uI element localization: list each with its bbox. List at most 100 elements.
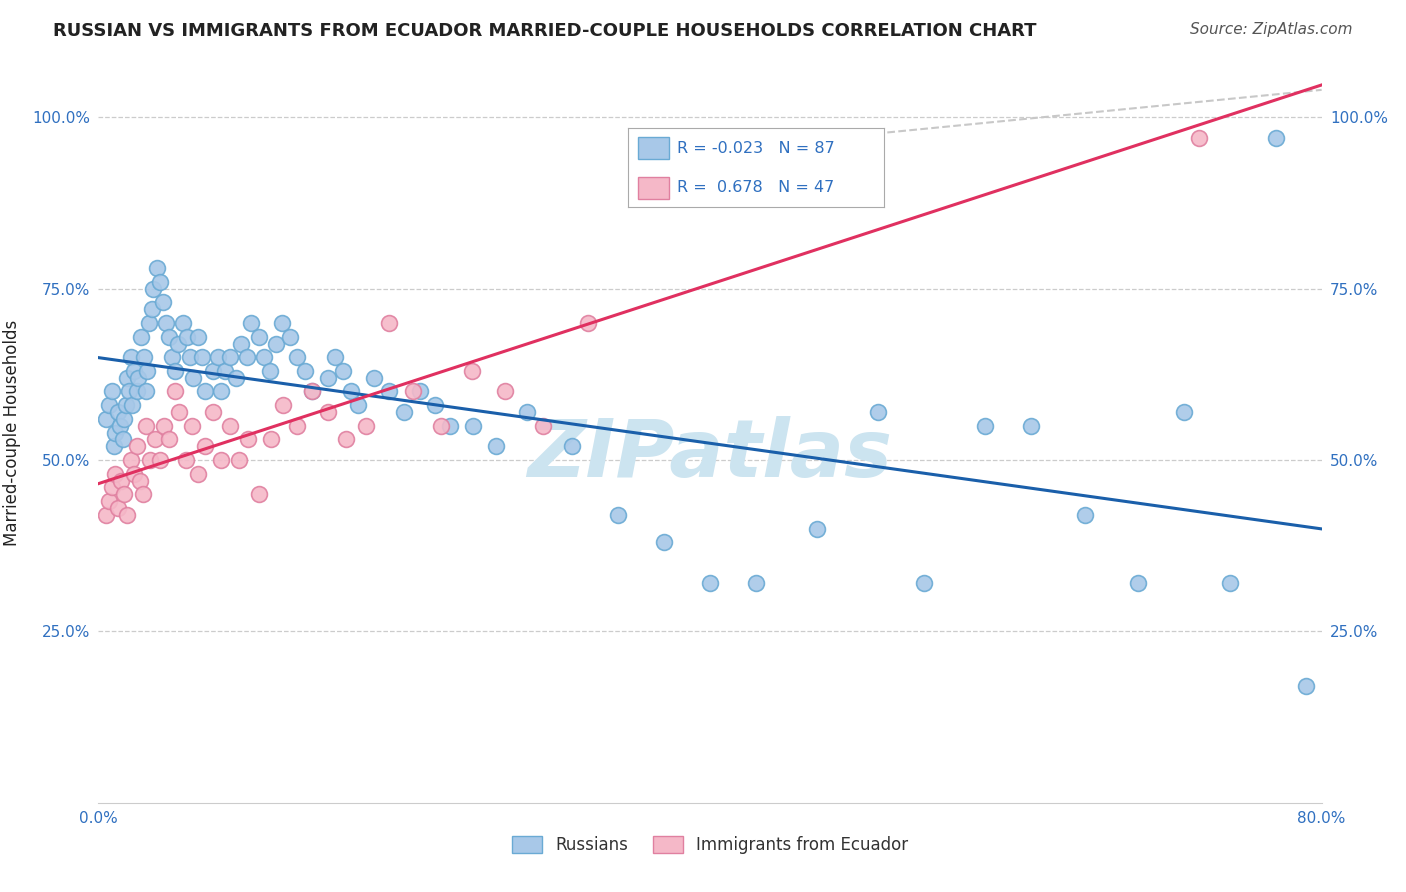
Point xyxy=(1188,131,1211,145)
Point xyxy=(1295,679,1317,693)
Point xyxy=(316,371,339,385)
Point xyxy=(576,316,599,330)
Point xyxy=(219,418,242,433)
Point xyxy=(160,350,183,364)
Point xyxy=(238,433,260,447)
Point xyxy=(104,425,127,440)
Point xyxy=(107,501,129,516)
Point xyxy=(378,384,401,399)
Point xyxy=(125,384,148,399)
Point xyxy=(94,508,117,522)
Point xyxy=(294,364,316,378)
Point xyxy=(637,145,661,159)
Point xyxy=(460,364,482,378)
Point xyxy=(285,418,308,433)
Point xyxy=(1173,405,1195,419)
Text: ZIPatlas: ZIPatlas xyxy=(527,416,893,494)
Point xyxy=(149,275,172,289)
Point xyxy=(1019,418,1042,433)
Point xyxy=(225,371,247,385)
Point xyxy=(461,418,484,433)
Point xyxy=(209,453,232,467)
Point xyxy=(117,508,139,522)
Point xyxy=(259,364,281,378)
Y-axis label: Married-couple Households: Married-couple Households xyxy=(3,319,21,546)
Point xyxy=(181,371,204,385)
Point xyxy=(110,474,132,488)
Point xyxy=(112,487,135,501)
Point xyxy=(485,439,508,453)
Point xyxy=(363,371,385,385)
Point xyxy=(152,295,174,310)
Point xyxy=(138,316,160,330)
Point xyxy=(136,364,159,378)
Point xyxy=(191,350,214,364)
Point xyxy=(122,364,145,378)
Point xyxy=(143,433,166,447)
Point xyxy=(135,418,157,433)
Point xyxy=(120,350,142,364)
Point xyxy=(325,350,347,364)
Point xyxy=(104,467,127,481)
Point xyxy=(134,350,156,364)
Point xyxy=(806,522,828,536)
Point xyxy=(122,467,145,481)
Point xyxy=(187,329,209,343)
Point xyxy=(912,576,935,591)
Point xyxy=(270,316,292,330)
Text: RUSSIAN VS IMMIGRANTS FROM ECUADOR MARRIED-COUPLE HOUSEHOLDS CORRELATION CHART: RUSSIAN VS IMMIGRANTS FROM ECUADOR MARRI… xyxy=(53,22,1038,40)
Point xyxy=(235,350,257,364)
Point xyxy=(607,508,630,522)
Point xyxy=(1128,576,1150,591)
Point xyxy=(260,433,283,447)
Point xyxy=(1073,508,1095,522)
Point xyxy=(153,418,176,433)
Point xyxy=(120,453,142,467)
Point xyxy=(169,405,191,419)
Point xyxy=(108,418,131,433)
Point xyxy=(194,439,217,453)
Point xyxy=(430,418,453,433)
Point xyxy=(187,467,209,481)
Point xyxy=(278,329,301,343)
Point xyxy=(176,329,198,343)
Point xyxy=(129,329,152,343)
Point xyxy=(172,316,194,330)
Point xyxy=(207,350,229,364)
Point xyxy=(264,336,287,351)
Point xyxy=(868,405,890,419)
Point xyxy=(439,418,461,433)
Point xyxy=(163,364,186,378)
Point xyxy=(139,453,162,467)
Point xyxy=(285,350,308,364)
Point xyxy=(155,316,177,330)
Point xyxy=(699,576,721,591)
Point xyxy=(408,384,430,399)
Point xyxy=(247,329,270,343)
Legend: Russians, Immigrants from Ecuador: Russians, Immigrants from Ecuador xyxy=(505,830,915,861)
Point xyxy=(132,487,155,501)
Point xyxy=(98,494,121,508)
Point xyxy=(121,398,143,412)
Point xyxy=(128,474,150,488)
Point xyxy=(974,418,997,433)
Point xyxy=(141,302,163,317)
Point xyxy=(378,316,401,330)
Point xyxy=(745,576,768,591)
Point xyxy=(240,316,263,330)
Point xyxy=(494,384,516,399)
Point xyxy=(194,384,217,399)
Point xyxy=(516,405,538,419)
Point xyxy=(202,364,225,378)
Point xyxy=(149,453,172,467)
Point xyxy=(402,384,425,399)
FancyBboxPatch shape xyxy=(638,137,669,160)
Point xyxy=(179,350,201,364)
Point xyxy=(335,433,357,447)
Point xyxy=(228,453,250,467)
Point xyxy=(301,384,323,399)
Point xyxy=(118,384,141,399)
Text: R = -0.023   N = 87: R = -0.023 N = 87 xyxy=(676,141,834,156)
Point xyxy=(252,350,274,364)
Point xyxy=(101,384,124,399)
